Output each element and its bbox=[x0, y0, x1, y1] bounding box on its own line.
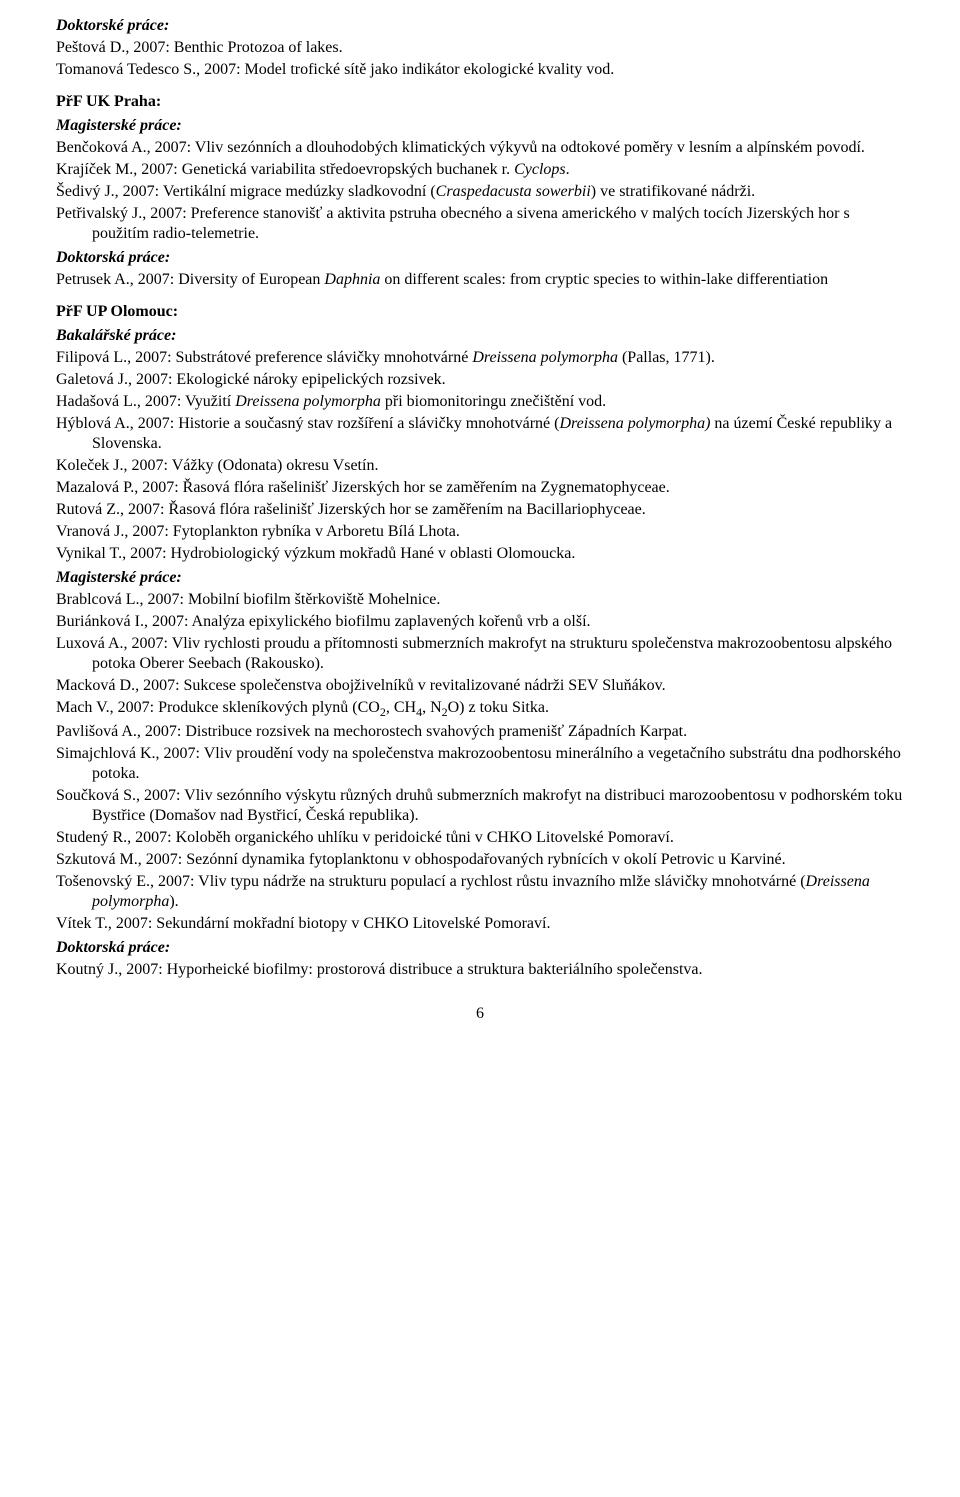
entry-text: Vynikal T., 2007: Hydrobiologický výzkum… bbox=[56, 545, 575, 562]
entry: Hadašová L., 2007: Využití Dreissena pol… bbox=[56, 392, 904, 412]
entry-text: Hadašová L., 2007: Využití bbox=[56, 393, 235, 410]
entry-text: ). bbox=[169, 893, 178, 910]
entry-latin: Dreissena polymorpha) bbox=[559, 415, 714, 432]
entry: Galetová J., 2007: Ekologické nároky epi… bbox=[56, 370, 904, 390]
entry-text: (Pallas, 1771). bbox=[622, 349, 715, 366]
entry: Šedivý J., 2007: Vertikální migrace medú… bbox=[56, 182, 904, 202]
entry-text: Koleček J., 2007: Vážky (Odonata) okresu… bbox=[56, 457, 378, 474]
entry-text: . bbox=[566, 161, 570, 178]
entry-text: , CH bbox=[386, 699, 416, 716]
entry-text: Hýblová A., 2007: Historie a současný st… bbox=[56, 415, 559, 432]
entry: Koutný J., 2007: Hyporheické biofilmy: p… bbox=[56, 960, 904, 980]
entry: Macková D., 2007: Sukcese společenstva o… bbox=[56, 676, 904, 696]
subheading-magisterske-prace: Magisterské práce: bbox=[56, 568, 904, 588]
entry: Koleček J., 2007: Vážky (Odonata) okresu… bbox=[56, 456, 904, 476]
entry-text: při biomonitoringu znečištění vod. bbox=[381, 393, 606, 410]
subheading-doktorska-prace: Doktorská práce: bbox=[56, 938, 904, 958]
entry: Petrusek A., 2007: Diversity of European… bbox=[56, 270, 904, 290]
entry-latin: Dreissena polymorpha bbox=[472, 349, 622, 366]
entry-text: Simajchlová K., 2007: Vliv proudění vody… bbox=[56, 745, 901, 782]
entry-text: Filipová L., 2007: Substrátové preferenc… bbox=[56, 349, 472, 366]
entry-text: Brablcová L., 2007: Mobilní biofilm štěr… bbox=[56, 591, 440, 608]
entry: Szkutová M., 2007: Sezónní dynamika fyto… bbox=[56, 850, 904, 870]
entry: Peštová D., 2007: Benthic Protozoa of la… bbox=[56, 38, 904, 58]
entry-text: Mach V., 2007: Produkce skleníkových ply… bbox=[56, 699, 380, 716]
page-number: 6 bbox=[56, 1004, 904, 1024]
section-doktorske-prace-top: Doktorské práce: Peštová D., 2007: Benth… bbox=[56, 16, 904, 80]
heading-doktorske-prace: Doktorské práce: bbox=[56, 16, 904, 36]
entry: Studený R., 2007: Koloběh organického uh… bbox=[56, 828, 904, 848]
entry: Rutová Z., 2007: Řasová flóra rašelinišť… bbox=[56, 500, 904, 520]
entry-text: Petřivalský J., 2007: Preference stanovi… bbox=[56, 205, 850, 242]
entry: Petřivalský J., 2007: Preference stanovi… bbox=[56, 204, 904, 244]
entry-text: Krajíček M., 2007: Genetická variabilita… bbox=[56, 161, 514, 178]
entry-text: O) z toku Sitka. bbox=[448, 699, 549, 716]
entry-text: Vranová J., 2007: Fytoplankton rybníka v… bbox=[56, 523, 460, 540]
entry: Hýblová A., 2007: Historie a současný st… bbox=[56, 414, 904, 454]
entry-latin: Craspedacusta sowerbii bbox=[436, 183, 591, 200]
entry: Brablcová L., 2007: Mobilní biofilm štěr… bbox=[56, 590, 904, 610]
entry-text: on different scales: from cryptic specie… bbox=[380, 271, 828, 288]
heading-prf-uk-praha: PřF UK Praha: bbox=[56, 92, 904, 112]
entry: Krajíček M., 2007: Genetická variabilita… bbox=[56, 160, 904, 180]
entry: Benčoková A., 2007: Vliv sezónních a dlo… bbox=[56, 138, 904, 158]
section-prf-uk-praha: PřF UK Praha: Magisterské práce: Benčoko… bbox=[56, 92, 904, 290]
entry-latin: Daphnia bbox=[324, 271, 380, 288]
entry: Filipová L., 2007: Substrátové preferenc… bbox=[56, 348, 904, 368]
entry-text: Buriánková I., 2007: Analýza epixylickéh… bbox=[56, 613, 591, 630]
subheading-bakalarske-prace: Bakalářské práce: bbox=[56, 326, 904, 346]
subheading-magisterske-prace: Magisterské práce: bbox=[56, 116, 904, 136]
entry-text: Pavlišová A., 2007: Distribuce rozsivek … bbox=[56, 723, 687, 740]
entry-text: Šedivý J., 2007: Vertikální migrace medú… bbox=[56, 183, 436, 200]
entry-text: Tošenovský E., 2007: Vliv typu nádrže na… bbox=[56, 873, 806, 890]
heading-prf-up-olomouc: PřF UP Olomouc: bbox=[56, 302, 904, 322]
entry-text: Studený R., 2007: Koloběh organického uh… bbox=[56, 829, 674, 846]
entry-text: Mazalová P., 2007: Řasová flóra rašelini… bbox=[56, 479, 670, 496]
entry: Tomanová Tedesco S., 2007: Model trofick… bbox=[56, 60, 904, 80]
entry-text: Szkutová M., 2007: Sezónní dynamika fyto… bbox=[56, 851, 786, 868]
entry: Vranová J., 2007: Fytoplankton rybníka v… bbox=[56, 522, 904, 542]
entry: Luxová A., 2007: Vliv rychlosti proudu a… bbox=[56, 634, 904, 674]
entry: Pavlišová A., 2007: Distribuce rozsivek … bbox=[56, 722, 904, 742]
entry-text: Luxová A., 2007: Vliv rychlosti proudu a… bbox=[56, 635, 892, 672]
entry-text: Galetová J., 2007: Ekologické nároky epi… bbox=[56, 371, 446, 388]
section-prf-up-olomouc: PřF UP Olomouc: Bakalářské práce: Filipo… bbox=[56, 302, 904, 980]
entry-latin: Cyclops bbox=[514, 161, 566, 178]
subheading-doktorska-prace: Doktorská práce: bbox=[56, 248, 904, 268]
entry: Buriánková I., 2007: Analýza epixylickéh… bbox=[56, 612, 904, 632]
entry: Simajchlová K., 2007: Vliv proudění vody… bbox=[56, 744, 904, 784]
entry: Vynikal T., 2007: Hydrobiologický výzkum… bbox=[56, 544, 904, 564]
document-page: Doktorské práce: Peštová D., 2007: Benth… bbox=[0, 0, 960, 1054]
entry-text: Rutová Z., 2007: Řasová flóra rašelinišť… bbox=[56, 501, 646, 518]
entry: Mazalová P., 2007: Řasová flóra rašelini… bbox=[56, 478, 904, 498]
entry-latin: Dreissena polymorpha bbox=[235, 393, 381, 410]
entry-text: ) ve stratifikované nádrži. bbox=[591, 183, 755, 200]
entry: Tošenovský E., 2007: Vliv typu nádrže na… bbox=[56, 872, 904, 912]
entry-text: Tomanová Tedesco S., 2007: Model trofick… bbox=[56, 61, 614, 78]
entry-text: Koutný J., 2007: Hyporheické biofilmy: p… bbox=[56, 961, 703, 978]
entry: Součková S., 2007: Vliv sezónního výskyt… bbox=[56, 786, 904, 826]
entry-text: Petrusek A., 2007: Diversity of European bbox=[56, 271, 324, 288]
entry-text: Benčoková A., 2007: Vliv sezónních a dlo… bbox=[56, 139, 865, 156]
entry: Vítek T., 2007: Sekundární mokřadní biot… bbox=[56, 914, 904, 934]
entry: Mach V., 2007: Produkce skleníkových ply… bbox=[56, 698, 904, 720]
entry-text: Macková D., 2007: Sukcese společenstva o… bbox=[56, 677, 666, 694]
entry-text: Peštová D., 2007: Benthic Protozoa of la… bbox=[56, 39, 343, 56]
entry-text: Vítek T., 2007: Sekundární mokřadní biot… bbox=[56, 915, 550, 932]
entry-text: , N bbox=[422, 699, 442, 716]
entry-text: Součková S., 2007: Vliv sezónního výskyt… bbox=[56, 787, 902, 824]
